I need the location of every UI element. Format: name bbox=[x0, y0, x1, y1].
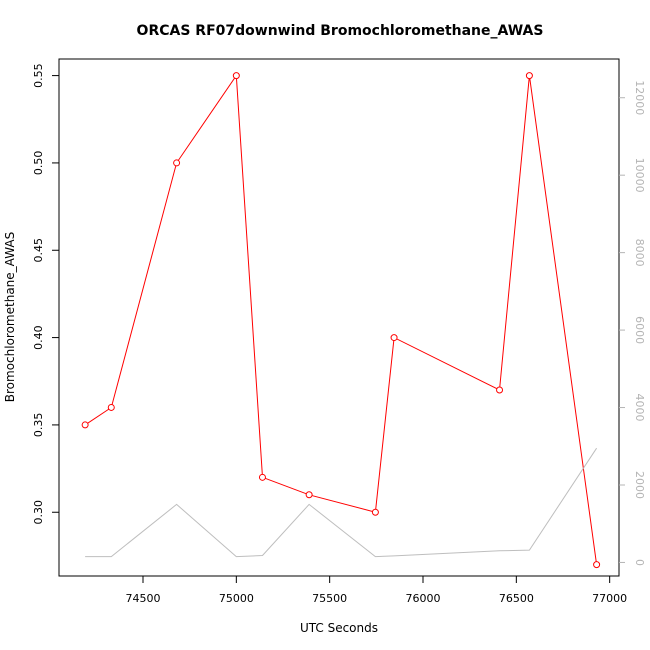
y-axis-label: Bromochloromethane_AWAS bbox=[3, 232, 17, 402]
y-tick-label: 0.40 bbox=[32, 325, 45, 350]
data-point bbox=[496, 386, 504, 394]
x-axis-label: UTC Seconds bbox=[300, 621, 378, 635]
data-point bbox=[258, 473, 266, 481]
x-axis: 74500 75000 75500 76000 76500 77000 bbox=[126, 576, 627, 605]
y2-tick-label: 0 bbox=[633, 559, 646, 566]
x-tick-label: 76000 bbox=[406, 592, 441, 605]
series-layer bbox=[81, 72, 601, 569]
chart-title: ORCAS RF07downwind Bromochloromethane_AW… bbox=[137, 23, 544, 39]
y2-tick-label: 4000 bbox=[633, 394, 646, 422]
y2-tick-label: 10000 bbox=[633, 158, 646, 193]
y-tick-label: 0.30 bbox=[32, 500, 45, 525]
y-axis-left: 0.30 0.35 0.40 0.45 0.50 0.55 bbox=[32, 63, 59, 524]
data-point bbox=[390, 334, 398, 342]
data-point bbox=[107, 403, 115, 411]
y-tick-label: 0.35 bbox=[32, 413, 45, 438]
x-tick-label: 76500 bbox=[499, 592, 534, 605]
primary-series-line bbox=[84, 74, 598, 565]
x-tick-label: 74500 bbox=[126, 592, 161, 605]
y2-tick-label: 8000 bbox=[633, 239, 646, 267]
data-point bbox=[173, 159, 181, 167]
y2-tick-label: 12000 bbox=[633, 80, 646, 115]
data-point bbox=[232, 72, 240, 80]
x-tick-label: 75000 bbox=[219, 592, 254, 605]
y2-tick-label: 6000 bbox=[633, 316, 646, 344]
x-tick-label: 77000 bbox=[592, 592, 627, 605]
x-tick-label: 75500 bbox=[312, 592, 347, 605]
plot-frame bbox=[58, 58, 620, 577]
y-tick-label: 0.45 bbox=[32, 238, 45, 263]
y-axis-right: 0 2000 4000 6000 8000 10000 12000 bbox=[619, 80, 646, 566]
data-point bbox=[305, 491, 313, 499]
secondary-series-line bbox=[85, 447, 598, 558]
data-point bbox=[371, 508, 379, 516]
data-point bbox=[593, 561, 601, 569]
data-point bbox=[525, 72, 533, 80]
y-tick-label: 0.55 bbox=[32, 63, 45, 88]
data-point bbox=[81, 421, 89, 429]
y2-tick-label: 2000 bbox=[633, 471, 646, 499]
y-tick-label: 0.50 bbox=[32, 151, 45, 176]
